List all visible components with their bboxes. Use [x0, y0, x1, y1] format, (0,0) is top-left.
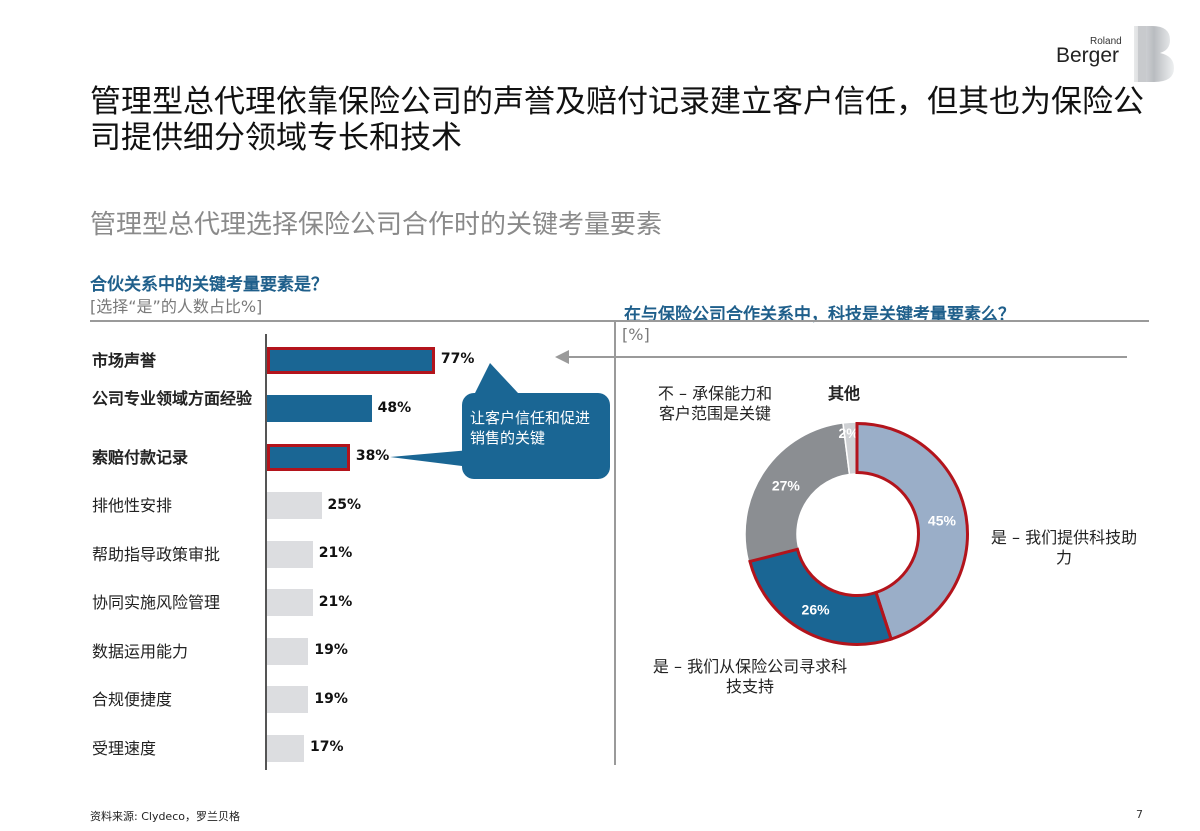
panel-divider — [614, 320, 616, 765]
bar-value-label: 77% — [440, 351, 475, 367]
donut-slice-label: 45% — [928, 513, 957, 529]
bar-value-label: 19% — [314, 690, 348, 707]
annotation-no: 不 – 承保能力和客户范围是关键 — [657, 384, 773, 423]
bar-value-label: 17% — [310, 739, 344, 755]
donut-slice-other — [842, 421, 858, 476]
bar-value-label: 21% — [318, 545, 353, 561]
donut-slice-label: 27% — [772, 478, 801, 494]
page-subtitle: 管理型总代理选择保险公司合作时的关键考量要素 — [90, 210, 663, 240]
bar-chart — [0, 0, 1, 1]
bar-category-label: 排他性安排 — [92, 496, 173, 515]
bar-category-label: 受理速度 — [92, 738, 157, 758]
bar-value-label: 48% — [377, 399, 412, 416]
annotation-yes-seek: 是 – 我们从保险公司寻求科技支持 — [652, 657, 848, 696]
left-arrow-icon — [555, 350, 1127, 364]
bar-category-label: 数据运用能力 — [92, 641, 189, 661]
source-note: 资料来源: Clydeco，罗兰贝格 — [90, 810, 240, 823]
bar — [267, 734, 305, 762]
bar — [267, 540, 313, 568]
brand-line2: Berger — [1056, 44, 1120, 67]
donut-slice-no — [744, 422, 851, 563]
bar-value-label: 21% — [318, 593, 353, 610]
bar-value-label: 25% — [327, 496, 362, 513]
bar — [267, 443, 350, 471]
bar-value-label: 38% — [355, 448, 390, 464]
bar-category-label: 市场声誉 — [92, 350, 157, 370]
page-number: 7 — [1136, 808, 1143, 821]
bar-category-label: 协同实施风险管理 — [92, 593, 221, 612]
bar — [267, 589, 313, 616]
brand-logo — [1050, 24, 1180, 84]
bar — [267, 492, 322, 519]
donut-slice-yes_seek — [747, 548, 893, 647]
bar — [267, 637, 309, 665]
bar — [267, 346, 435, 374]
bar-category-label: 索赔付款记录 — [92, 447, 189, 467]
brand-line1: Roland — [1090, 36, 1122, 47]
donut-highlight-outline — [748, 547, 894, 646]
bar — [267, 686, 309, 713]
donut-chart: 45% 26% 27% 2% — [744, 421, 970, 647]
bar-category-label: 帮助指导政策审批 — [92, 544, 221, 564]
bar-category-label: 合规便捷度 — [92, 690, 173, 709]
right-header-rule-h — [614, 320, 1149, 322]
left-question: 合伙关系中的关键考量要素是？ — [90, 275, 328, 295]
callout-bubble — [390, 363, 610, 479]
page-title: 管理型总代理依靠保险公司的声誉及赔付记录建立客户信任，但其也为保险公司提供细分领… — [90, 84, 1144, 156]
left-header-rule — [90, 320, 614, 322]
bar-category-label: 公司专业领域方面经验 — [92, 388, 253, 408]
bar — [267, 395, 372, 422]
annotation-yes-provide: 是 – 我们提供科技助力 — [990, 528, 1138, 567]
left-unit: [选择“是”的人数占比%] — [90, 297, 263, 316]
right-unit: [%] — [622, 325, 650, 344]
bar-value-label: 19% — [314, 642, 348, 658]
callout-text: 让客户信任和促进销售的关键 — [470, 409, 591, 447]
berger-b-icon — [1134, 26, 1174, 82]
donut-slice-label: 26% — [802, 601, 831, 617]
annotation-other: 其他 — [828, 384, 861, 403]
donut-highlight-outline — [855, 421, 969, 641]
donut-slice-label: 2% — [838, 425, 859, 441]
bar-axis — [265, 334, 267, 770]
